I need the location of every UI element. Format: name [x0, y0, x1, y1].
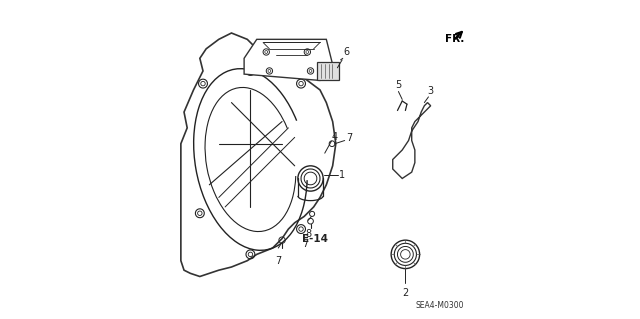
Text: E-14: E-14: [302, 234, 328, 244]
Text: 1: 1: [339, 170, 345, 180]
Text: 7: 7: [275, 256, 282, 266]
Polygon shape: [244, 39, 333, 80]
FancyBboxPatch shape: [317, 62, 339, 80]
Text: FR.: FR.: [445, 34, 464, 44]
Polygon shape: [181, 33, 336, 277]
Text: SEA4-M0300: SEA4-M0300: [415, 301, 464, 310]
Text: 7: 7: [301, 239, 308, 249]
Text: 6: 6: [344, 47, 350, 57]
Text: 2: 2: [403, 287, 408, 298]
Text: 7: 7: [346, 133, 352, 143]
Polygon shape: [393, 103, 431, 178]
Text: 3: 3: [428, 86, 434, 96]
Text: 8: 8: [305, 229, 312, 239]
Text: 5: 5: [396, 80, 401, 90]
Text: 4: 4: [332, 132, 338, 142]
